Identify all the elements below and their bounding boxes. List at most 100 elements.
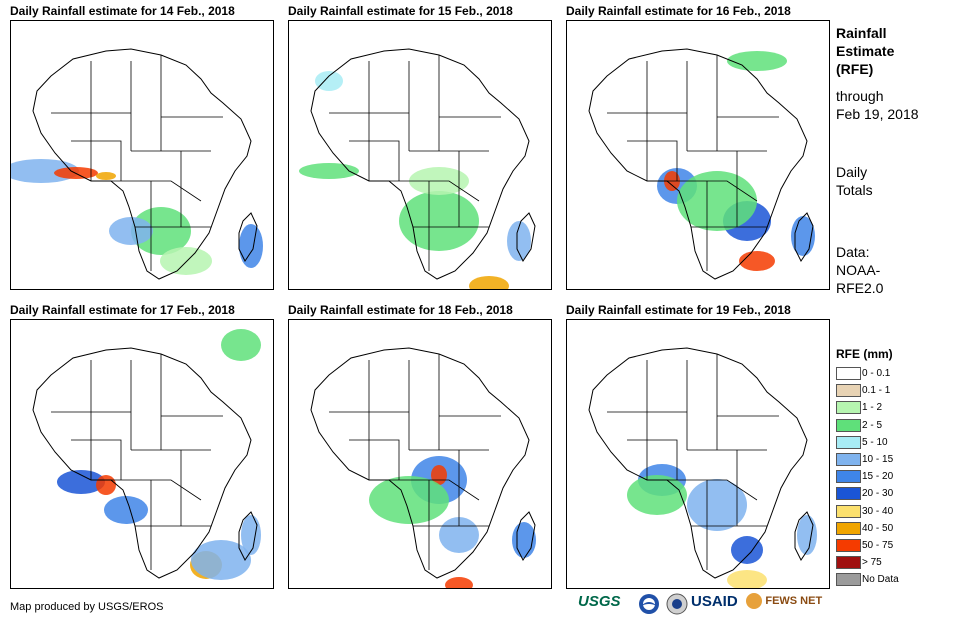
coastline bbox=[588, 48, 808, 280]
rainfall-map bbox=[566, 20, 830, 290]
sidebar-title: Rainfall Estimate (RFE) bbox=[836, 24, 894, 78]
totals-line: Daily bbox=[836, 164, 868, 180]
rainfall-area bbox=[445, 577, 473, 588]
rainfall-area bbox=[315, 71, 343, 91]
noaa-logo bbox=[638, 593, 660, 618]
through-date: Feb 19, 2018 bbox=[836, 106, 919, 122]
legend-label: 0.1 - 1 bbox=[862, 385, 891, 397]
coastline bbox=[310, 347, 530, 579]
legend-label: 15 - 20 bbox=[862, 471, 894, 483]
legend-label: 2 - 5 bbox=[862, 419, 883, 431]
africa-map-svg bbox=[588, 347, 817, 588]
coastline bbox=[516, 212, 536, 262]
legend-label: 5 - 10 bbox=[862, 436, 888, 448]
country-borders bbox=[329, 354, 501, 570]
rainfall-area bbox=[731, 536, 763, 564]
rainfall-map bbox=[288, 20, 552, 290]
sidebar-title-line: (RFE) bbox=[836, 61, 874, 77]
legend-label: 0 - 0.1 bbox=[862, 368, 891, 379]
legend-label: No Data bbox=[862, 574, 899, 586]
legend-label: 40 - 50 bbox=[862, 522, 894, 534]
legend-label: 1 - 2 bbox=[862, 402, 883, 414]
rainfall-area bbox=[739, 251, 775, 271]
rainfall-area bbox=[96, 172, 116, 180]
legend-swatch bbox=[836, 435, 861, 449]
rainfall-area bbox=[109, 217, 153, 245]
sidebar-title-line: Rainfall bbox=[836, 25, 887, 41]
sidebar-data-source: Data: NOAA- RFE2.0 bbox=[836, 243, 883, 297]
usaid-logo: USAID bbox=[691, 593, 738, 610]
africa-map-svg bbox=[32, 329, 261, 580]
sidebar-totals: Daily Totals bbox=[836, 163, 873, 199]
rainfall-area bbox=[797, 515, 817, 555]
legend-swatch bbox=[836, 384, 861, 398]
credit-text: Map produced by USGS/EROS bbox=[10, 601, 164, 613]
rainfall-area bbox=[191, 540, 251, 580]
legend-label: 10 - 15 bbox=[862, 454, 894, 465]
coastline bbox=[238, 511, 258, 561]
country-borders bbox=[329, 55, 501, 271]
fewsnet-emblem-icon bbox=[746, 593, 762, 609]
rainfall-area bbox=[469, 276, 509, 289]
legend-swatch bbox=[836, 573, 861, 587]
rainfall-area bbox=[96, 475, 116, 495]
rainfall-area bbox=[687, 479, 747, 531]
rainfall-area bbox=[104, 496, 148, 524]
country-borders bbox=[607, 354, 779, 570]
usgs-logo-text: USGS bbox=[578, 593, 621, 610]
sidebar-through: through Feb 19, 2018 bbox=[836, 87, 919, 123]
rainfall-area bbox=[160, 247, 212, 275]
data-source-line: NOAA- bbox=[836, 262, 881, 278]
coastline bbox=[238, 212, 258, 262]
coastline bbox=[32, 48, 252, 280]
rainfall-area bbox=[627, 475, 687, 515]
logo-strip: USGS USAID FEWS NET bbox=[578, 593, 828, 623]
seal-logo bbox=[666, 593, 688, 618]
country-borders bbox=[51, 55, 223, 271]
legend-swatch bbox=[836, 556, 861, 570]
africa-map-svg bbox=[299, 48, 536, 289]
coastline bbox=[588, 347, 808, 579]
legend-swatch bbox=[836, 521, 861, 535]
legend-swatch bbox=[836, 487, 861, 501]
legend-swatch bbox=[836, 504, 861, 518]
rainfall-area bbox=[507, 221, 531, 261]
panel-title: Daily Rainfall estimate for 19 Feb., 201… bbox=[566, 303, 791, 317]
panel-title: Daily Rainfall estimate for 16 Feb., 201… bbox=[566, 4, 791, 18]
panel-title: Daily Rainfall estimate for 18 Feb., 201… bbox=[288, 303, 513, 317]
usaid-logo-text: USAID bbox=[691, 593, 738, 610]
rainfall-area bbox=[131, 207, 191, 255]
totals-line: Totals bbox=[836, 182, 873, 198]
panel-title: Daily Rainfall estimate for 17 Feb., 201… bbox=[10, 303, 235, 317]
coastline bbox=[310, 48, 530, 280]
coastline bbox=[794, 212, 814, 262]
legend-label: > 75 bbox=[862, 557, 882, 569]
coastline bbox=[794, 511, 814, 561]
legend-swatch bbox=[836, 539, 861, 552]
africa-map-svg bbox=[11, 48, 263, 280]
panel-title: Daily Rainfall estimate for 15 Feb., 201… bbox=[288, 4, 513, 18]
legend-label: 20 - 30 bbox=[862, 488, 894, 500]
data-source-line: Data: bbox=[836, 244, 870, 260]
rainfall-map bbox=[566, 319, 830, 589]
fewsnet-logo: FEWS NET bbox=[746, 593, 822, 609]
coastline bbox=[516, 511, 536, 561]
through-label: through bbox=[836, 88, 884, 104]
legend-label: 50 - 75 bbox=[862, 540, 894, 551]
rainfall-area bbox=[299, 163, 359, 179]
data-source-line: RFE2.0 bbox=[836, 280, 884, 296]
rainfall-map bbox=[288, 319, 552, 589]
africa-map-svg bbox=[310, 347, 536, 588]
fewsnet-logo-text: FEWS NET bbox=[765, 595, 823, 607]
country-borders bbox=[607, 55, 779, 271]
legend-swatch bbox=[836, 453, 861, 466]
coastline bbox=[32, 347, 252, 579]
legend-title: RFE (mm) bbox=[836, 347, 893, 361]
rainfall-map bbox=[10, 319, 274, 589]
rainfall-area bbox=[727, 570, 767, 588]
legend-swatch bbox=[836, 401, 861, 415]
legend-label: 30 - 40 bbox=[862, 505, 894, 517]
panel-title: Daily Rainfall estimate for 14 Feb., 201… bbox=[10, 4, 235, 18]
legend-swatch bbox=[836, 367, 861, 380]
legend-swatch bbox=[836, 418, 861, 432]
